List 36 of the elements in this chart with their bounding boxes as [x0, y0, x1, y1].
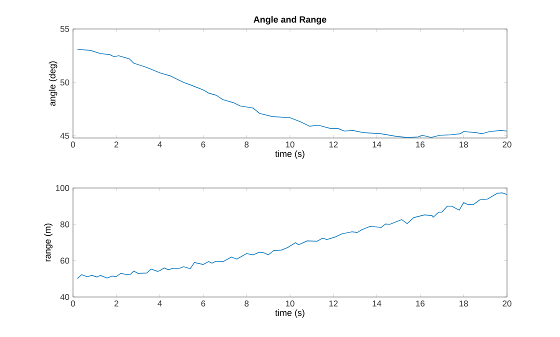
x-tick-label: 8 [244, 300, 249, 307]
x-tick-label: 6 [201, 300, 206, 307]
x-tick-label: 12 [329, 300, 338, 306]
y-tick-label: 60 [60, 258, 70, 264]
line-series [76, 48, 508, 138]
x-tick-label: 0 [70, 142, 76, 148]
x-tick-label: 4 [158, 142, 162, 148]
y-axis-title: angle (deg) [48, 61, 58, 106]
y-tick-label: 50 [60, 79, 70, 86]
x-tick-label: 4 [158, 300, 162, 306]
x-tick-label: 10 [286, 142, 294, 148]
y-tick-label: 55 [60, 26, 70, 32]
x-tick-label: 8 [244, 142, 249, 148]
y-tick-label: 45 [60, 132, 70, 139]
x-tick-label: 14 [372, 300, 382, 306]
line-series [76, 192, 508, 279]
x-tick-label: 20 [502, 300, 512, 307]
x-tick-label: 16 [416, 300, 425, 307]
x-tick-label: 2 [114, 300, 118, 306]
x-axis-title: time (s) [275, 309, 304, 318]
x-tick-label: 12 [329, 142, 338, 148]
chart-title: Angle and Range [254, 16, 326, 25]
y-tick-label: 100 [56, 185, 70, 191]
x-tick-label: 6 [201, 142, 206, 148]
y-tick-label: 80 [60, 221, 70, 228]
x-tick-label: 0 [70, 300, 76, 307]
x-tick-label: 2 [114, 142, 118, 148]
x-tick-label: 10 [286, 300, 294, 307]
x-axis-title: time (s) [275, 150, 304, 159]
x-tick-label: 14 [372, 142, 382, 148]
y-tick-label: 40 [60, 294, 70, 300]
x-tick-label: 18 [460, 300, 468, 307]
x-tick-label: 20 [502, 142, 512, 148]
x-tick-label: 16 [416, 142, 425, 148]
x-tick-label: 18 [460, 142, 468, 148]
y-axis-title: range (m) [44, 224, 53, 262]
